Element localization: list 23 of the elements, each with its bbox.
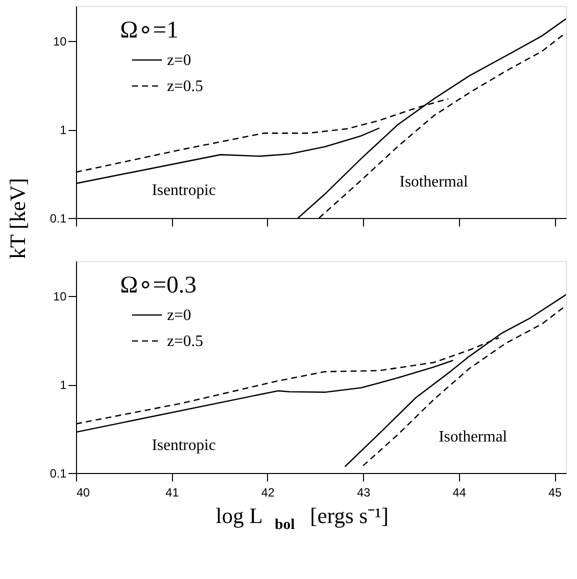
legend-label: z=0.5 (167, 333, 204, 350)
x-tick-label: 41 (166, 486, 180, 500)
y-tick-label: 0.1 (50, 212, 67, 226)
legend-label: z=0 (167, 307, 192, 324)
y-tick-label: 0.1 (50, 466, 67, 480)
x-tick-label: 40 (76, 486, 90, 500)
annotation: Isothermal (399, 173, 468, 190)
x-tick-label: 43 (356, 486, 371, 500)
y-tick-label: 10 (53, 290, 67, 304)
annotation: Isentropic (152, 436, 216, 454)
annotation: Ω∘=1 (120, 18, 178, 44)
legend-label: z=0 (167, 52, 192, 69)
annotation: Isothermal (438, 428, 508, 446)
annotation: Ω∘=0.3 (120, 272, 196, 299)
x-tick-label: 42 (261, 486, 275, 500)
legend-label: z=0.5 (167, 78, 204, 95)
x-tick-label: 45 (548, 486, 562, 500)
y-axis-title: kT [keV] (4, 178, 30, 259)
annotation: Isentropic (152, 182, 216, 199)
y-tick-label: 10 (53, 34, 67, 49)
y-tick-label: 1 (60, 123, 67, 138)
y-tick-label: 1 (60, 378, 67, 392)
x-tick-label: 44 (452, 486, 466, 500)
